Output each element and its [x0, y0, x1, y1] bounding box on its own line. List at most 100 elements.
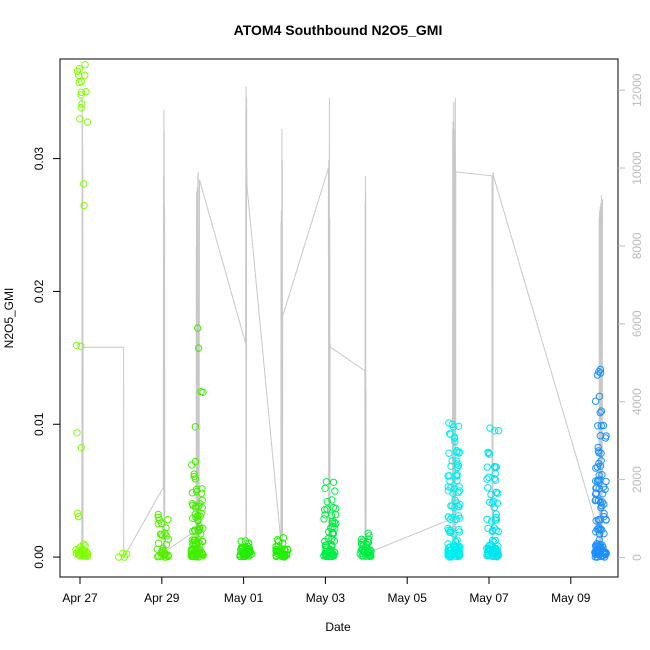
data-point	[593, 371, 602, 379]
data-point	[494, 489, 502, 497]
data-point	[600, 500, 608, 508]
data-point	[446, 477, 454, 485]
data-point	[448, 420, 456, 429]
data-point	[161, 550, 170, 558]
data-point	[596, 498, 605, 507]
data-point	[490, 537, 498, 546]
data-point	[76, 115, 84, 123]
data-point	[161, 553, 170, 561]
chart-title: ATOM4 Southbound N2O5_GMI	[234, 22, 443, 38]
data-point	[487, 490, 495, 499]
data-point	[191, 527, 199, 535]
data-point	[199, 524, 207, 532]
data-point	[198, 485, 206, 493]
data-point	[77, 549, 85, 557]
data-point	[490, 427, 499, 435]
data-point	[281, 552, 289, 560]
data-point	[483, 515, 491, 523]
data-point	[357, 547, 365, 555]
data-point	[273, 536, 282, 544]
data-point	[275, 537, 283, 546]
data-point	[73, 509, 82, 517]
data-point	[119, 549, 127, 557]
data-point	[486, 547, 494, 555]
data-point	[598, 471, 606, 479]
data-point	[490, 552, 498, 560]
data-point	[595, 367, 603, 376]
data-point	[191, 457, 200, 466]
altitude-trace-layer	[81, 86, 603, 560]
data-point	[594, 443, 602, 452]
data-point	[83, 118, 92, 126]
data-point	[196, 512, 204, 520]
y-axis-label: N2O5_GMI	[2, 288, 16, 349]
scatter-points-layer	[72, 60, 610, 561]
data-point	[492, 513, 500, 522]
y2-tick-label: 2000	[630, 466, 644, 493]
y2-tick-label: 12000	[630, 73, 644, 107]
data-point	[599, 421, 608, 430]
data-point	[485, 473, 493, 481]
data-point	[245, 547, 254, 555]
data-point	[456, 514, 464, 522]
data-point	[594, 422, 602, 430]
data-point	[322, 478, 331, 486]
data-point	[77, 444, 86, 452]
data-point	[193, 516, 202, 524]
data-point	[72, 341, 81, 349]
data-point	[593, 553, 601, 561]
data-point	[324, 549, 332, 557]
data-point	[451, 496, 459, 504]
x-axis-label: Date	[325, 620, 351, 634]
y-axis-right: 0 2000 4000 6000 8000 10000 12000	[618, 73, 644, 561]
data-point	[452, 471, 460, 480]
data-point	[594, 516, 603, 524]
data-point	[490, 462, 499, 471]
data-point	[190, 472, 198, 481]
data-point	[164, 535, 173, 543]
data-point	[194, 526, 203, 535]
y-tick-label: 0.02	[32, 279, 46, 303]
data-point	[488, 517, 496, 525]
data-point	[447, 502, 455, 510]
data-point	[75, 65, 83, 73]
data-point	[444, 524, 452, 533]
data-point	[602, 477, 610, 486]
data-point	[77, 342, 85, 350]
x-tick-label: May 03	[306, 591, 346, 605]
data-point	[236, 550, 244, 559]
data-point	[190, 526, 199, 534]
y-tick-label: 0.01	[32, 412, 46, 436]
data-point	[328, 529, 337, 537]
data-point	[597, 449, 605, 457]
data-point	[188, 489, 197, 497]
data-point	[81, 60, 89, 69]
y2-tick-label: 4000	[630, 388, 644, 415]
data-point	[155, 516, 164, 524]
data-point	[197, 388, 205, 396]
data-point	[492, 476, 500, 484]
plot-frame	[59, 58, 619, 578]
data-point	[445, 419, 453, 427]
data-point	[325, 528, 333, 536]
data-point	[237, 548, 245, 556]
data-point	[357, 535, 366, 543]
data-point	[329, 478, 338, 486]
y-tick-label: 0.03	[32, 147, 46, 171]
data-point	[81, 71, 89, 79]
data-point	[483, 475, 491, 483]
data-point	[592, 550, 600, 558]
data-point	[321, 484, 329, 492]
data-point	[490, 548, 498, 556]
data-point	[328, 496, 336, 504]
data-point	[323, 498, 331, 506]
data-point	[159, 548, 168, 556]
data-point	[82, 88, 90, 96]
data-point	[455, 525, 463, 534]
data-point	[123, 550, 131, 558]
data-point	[488, 526, 497, 535]
data-point	[453, 447, 461, 455]
data-point	[451, 538, 460, 546]
data-point	[484, 449, 492, 457]
data-point	[329, 550, 337, 558]
